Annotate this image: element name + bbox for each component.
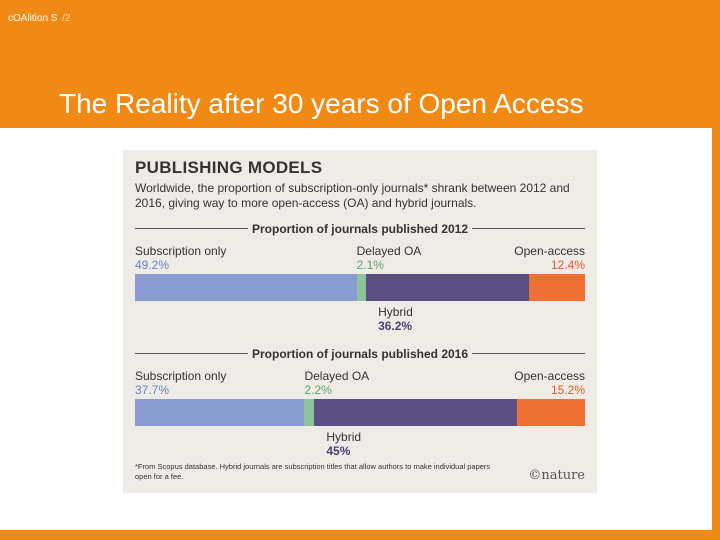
category-label-hybrid: Hybrid: [326, 430, 362, 444]
nature-logo: ©nature: [528, 468, 585, 483]
bar-segment-delayed-oa: [304, 399, 315, 426]
panel-title: Proportion of journals published 2012: [135, 220, 585, 238]
value-label-open-access: 15.2%: [550, 383, 585, 397]
bar-segment-hybrid: [366, 274, 530, 301]
value-label-open-access: 12.4%: [550, 258, 585, 272]
panel-title: Proportion of journals published 2016: [135, 345, 585, 363]
panel-title-text: Proportion of journals published 2016: [247, 347, 473, 361]
bar-segment-open-access: [529, 274, 585, 301]
category-label-open-access: Open-access: [514, 369, 585, 383]
slide-title: The Reality after 30 years of Open Acces…: [59, 88, 584, 119]
category-label-delayed-oa: Delayed OA: [304, 369, 370, 383]
category-label-subscription-only: Subscription only: [135, 244, 227, 258]
value-label-hybrid: 36.2%: [378, 319, 413, 333]
chart-panel-0: Proportion of journals published 2012 Sub…: [135, 220, 585, 340]
chart-panel-1: Proportion of journals published 2016 Sub…: [135, 345, 585, 465]
value-label-subscription-only: 37.7%: [135, 383, 170, 397]
category-label-delayed-oa: Delayed OA: [356, 244, 422, 258]
value-label-delayed-oa: 2.1%: [356, 258, 384, 272]
bar-segment-open-access: [516, 399, 585, 426]
figure-footnote: *From Scopus database. Hybrid journals a…: [135, 462, 491, 481]
value-label-subscription-only: 49.2%: [135, 258, 170, 272]
stacked-bar: [135, 274, 585, 301]
bar-segment-subscription-only: [135, 399, 305, 426]
header-label: cOAlition S /2: [8, 13, 71, 24]
panel-title-text: Proportion of journals published 2012: [247, 222, 473, 236]
bar-segment-subscription-only: [135, 274, 357, 301]
figure-subtitle: Worldwide, the proportion of subscriptio…: [135, 181, 570, 210]
coalition-label: cOAlition S: [8, 13, 58, 24]
value-label-hybrid: 45%: [326, 444, 351, 458]
category-label-hybrid: Hybrid: [378, 305, 413, 319]
slide-number: /2: [62, 13, 71, 24]
bar-segment-delayed-oa: [356, 274, 367, 301]
bar-segment-hybrid: [314, 399, 517, 426]
value-label-delayed-oa: 2.2%: [304, 383, 332, 397]
chart-figure: PUBLISHING MODELS Worldwide, the proport…: [123, 150, 597, 493]
category-label-subscription-only: Subscription only: [135, 369, 227, 383]
stacked-bar: [135, 399, 585, 426]
category-label-open-access: Open-access: [514, 244, 585, 258]
figure-title: PUBLISHING MODELS: [135, 158, 323, 177]
